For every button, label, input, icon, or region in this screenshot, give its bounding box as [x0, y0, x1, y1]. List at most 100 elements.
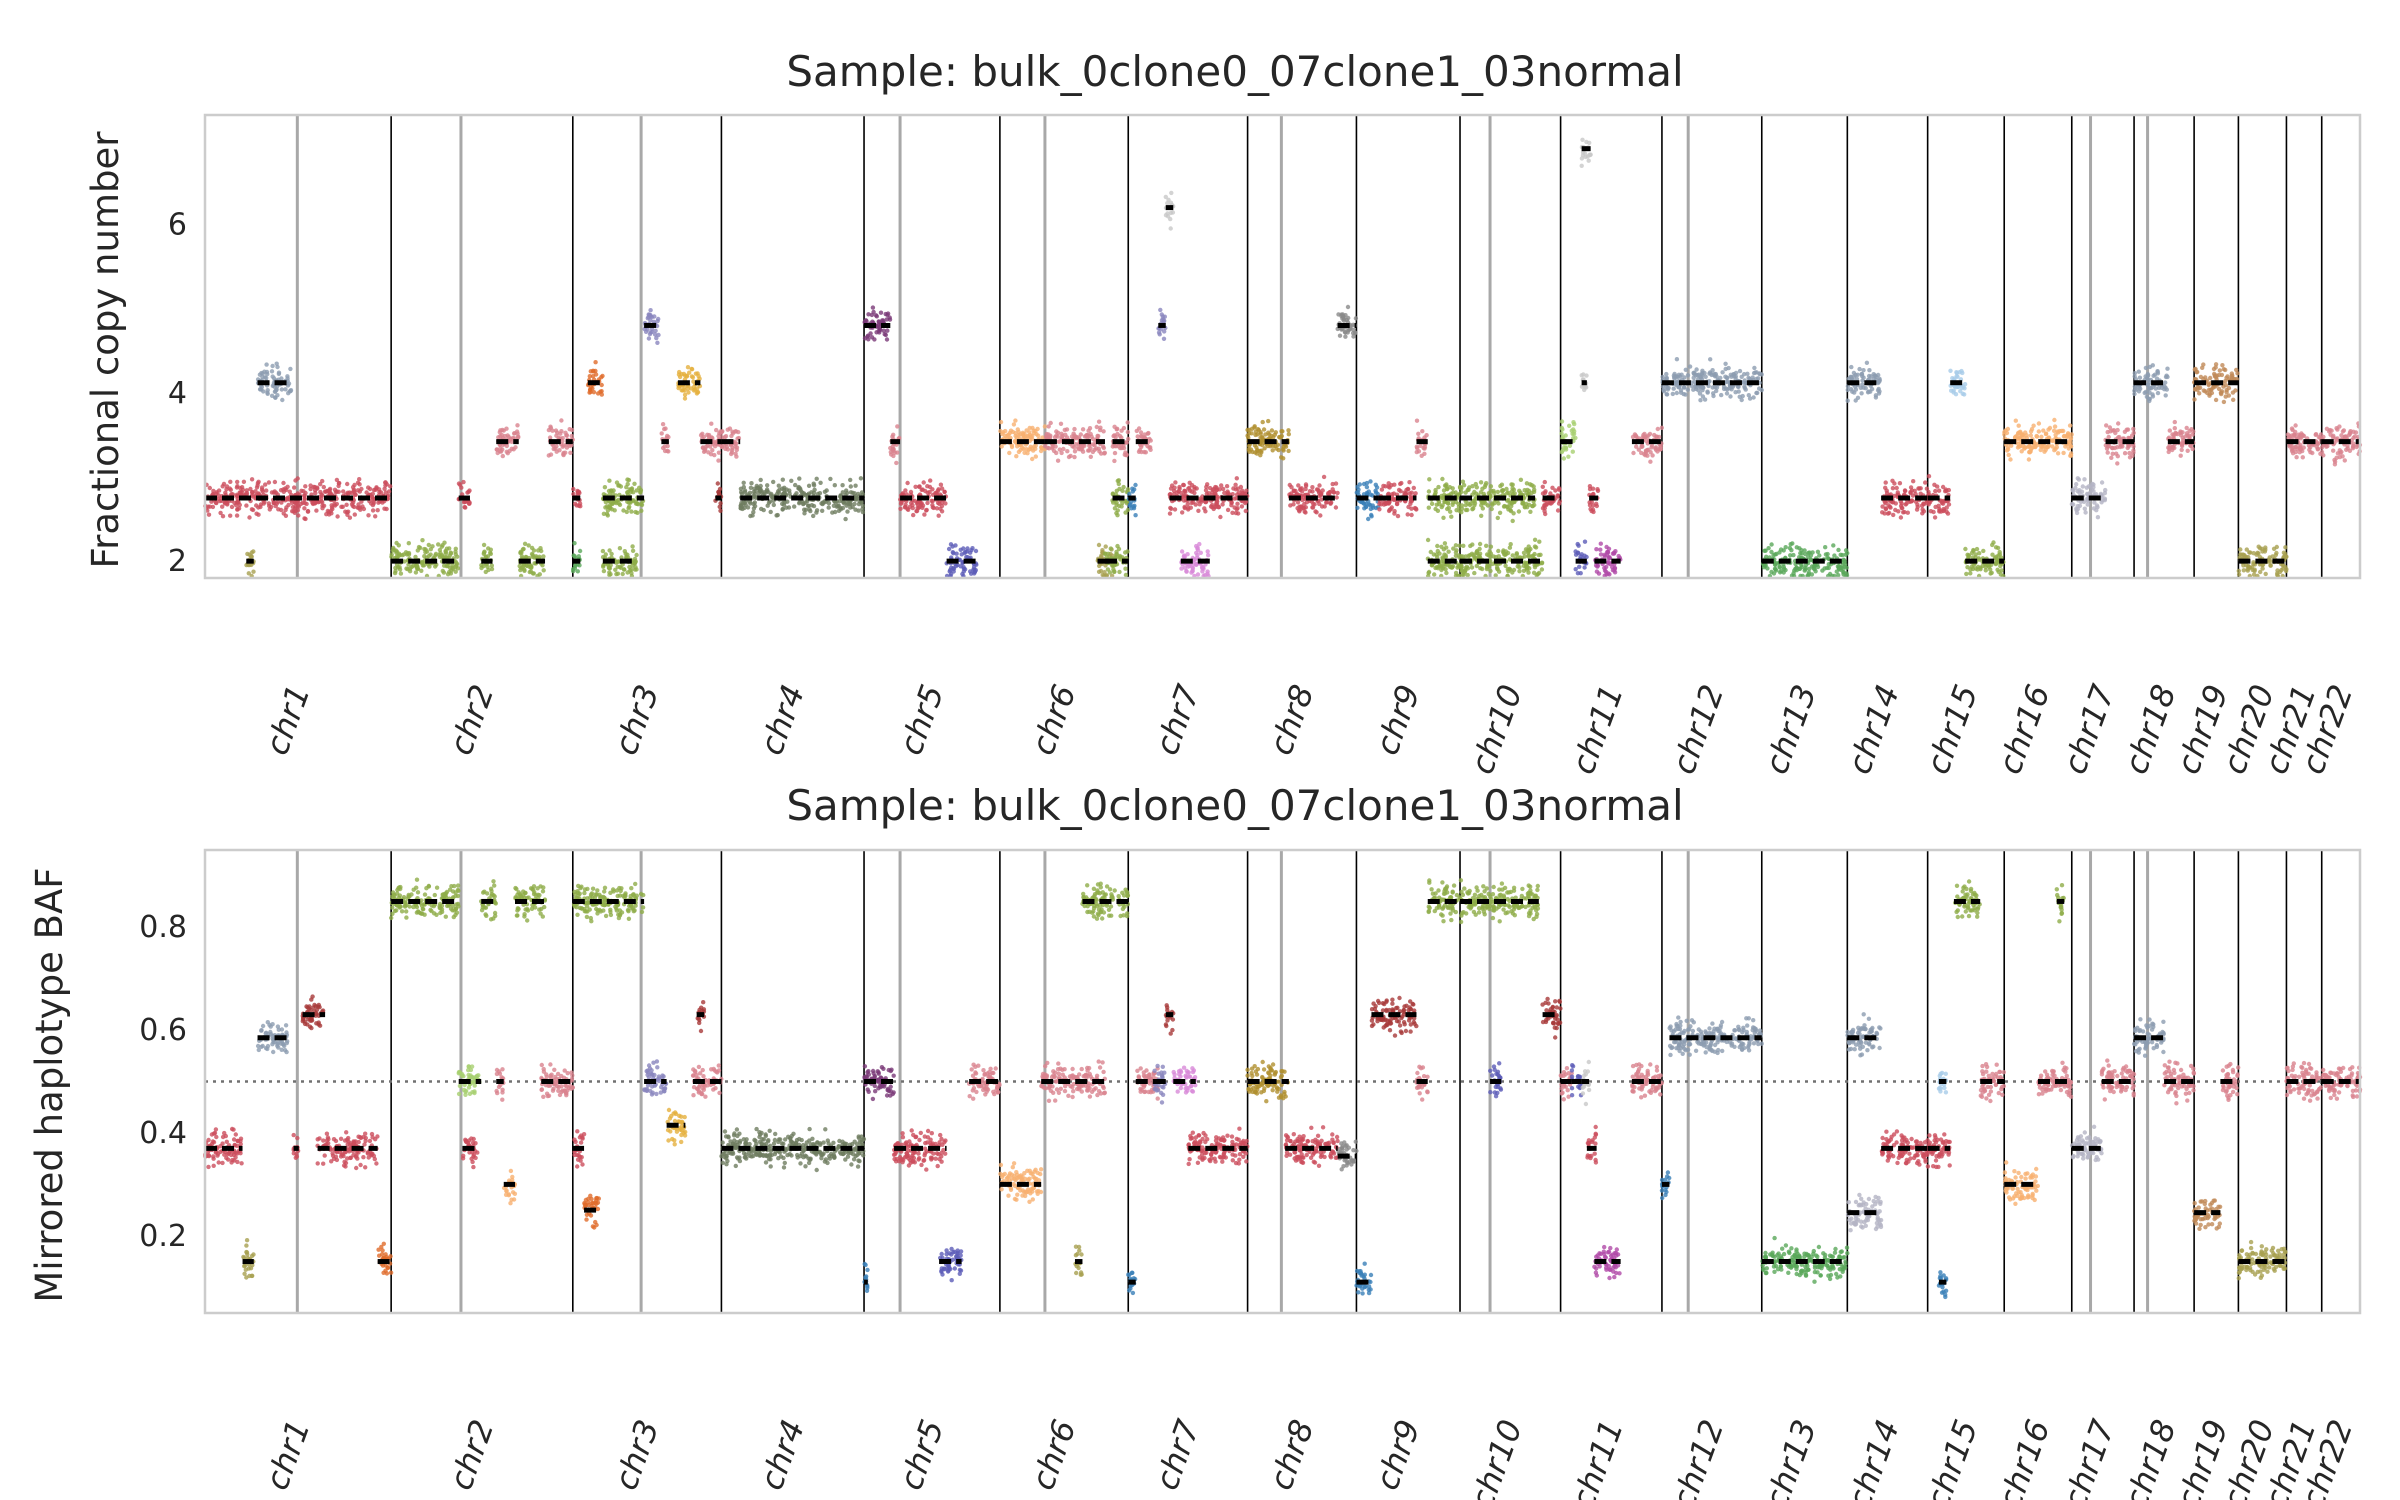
data-point — [936, 513, 941, 518]
data-point — [1736, 384, 1741, 389]
data-point — [1329, 500, 1334, 505]
data-point — [1007, 450, 1012, 456]
data-point — [341, 489, 346, 494]
data-point — [1165, 211, 1170, 216]
data-point — [1691, 387, 1696, 392]
data-point — [1969, 550, 1975, 556]
data-point — [1062, 427, 1068, 433]
data-point — [355, 488, 361, 493]
data-point — [1165, 201, 1170, 206]
data-point — [2015, 431, 2021, 437]
data-point — [1035, 426, 1040, 432]
data-point — [1315, 487, 1321, 492]
data-point — [1499, 482, 1505, 487]
data-point — [655, 340, 660, 345]
data-point — [276, 370, 282, 375]
data-point — [2137, 384, 2142, 390]
data-point — [1268, 444, 1273, 449]
data-point — [2099, 500, 2104, 505]
data-point — [1451, 500, 1456, 505]
data-point — [519, 554, 525, 559]
data-point — [296, 513, 301, 518]
data-point — [2094, 508, 2099, 513]
data-point — [344, 502, 349, 507]
data-point — [1378, 502, 1384, 507]
data-point — [1120, 488, 1125, 493]
data-point — [413, 554, 418, 560]
data-point — [1606, 556, 1612, 561]
data-point — [457, 482, 463, 487]
data-point — [1757, 371, 1762, 377]
data-point — [2053, 446, 2058, 452]
data-point — [912, 498, 917, 503]
data-point — [806, 483, 812, 488]
data-point — [878, 310, 884, 315]
data-point — [571, 553, 576, 558]
data-point — [1446, 505, 1452, 510]
data-point — [334, 477, 340, 483]
data-point — [437, 547, 443, 553]
data-point — [1399, 480, 1404, 486]
data-point — [1470, 542, 1475, 547]
data-point — [1422, 451, 1427, 456]
data-point — [2083, 510, 2088, 515]
data-point — [220, 504, 225, 509]
data-point — [593, 360, 598, 365]
data-point — [832, 483, 837, 488]
data-point — [1208, 504, 1214, 509]
chromosome-boundaries — [295, 115, 2323, 578]
data-point — [2206, 387, 2212, 392]
data-point — [1203, 509, 1208, 514]
data-point — [1737, 368, 1743, 374]
data-point — [1293, 488, 1298, 494]
data-point — [558, 431, 563, 436]
data-point — [1710, 385, 1715, 390]
data-point — [1298, 487, 1303, 493]
data-point — [1478, 490, 1484, 495]
data-point — [1844, 565, 1849, 570]
data-point — [928, 478, 933, 483]
data-point — [1733, 374, 1739, 379]
data-point — [1267, 432, 1272, 437]
data-point — [1849, 364, 1854, 370]
data-point — [2136, 369, 2141, 374]
data-point — [2104, 446, 2110, 451]
data-point — [1364, 490, 1370, 496]
data-point — [629, 570, 634, 576]
data-point — [1477, 541, 1483, 547]
data-point — [2110, 451, 2115, 456]
data-point — [1678, 390, 1684, 395]
data-point — [262, 375, 268, 380]
data-point — [515, 431, 520, 436]
data-point — [1787, 545, 1793, 551]
data-point — [2172, 419, 2177, 425]
data-point — [1542, 490, 1548, 496]
data-point — [1755, 390, 1760, 396]
data-point — [1975, 564, 1981, 570]
data-point — [2042, 449, 2047, 454]
data-point — [1752, 365, 1757, 371]
data-point — [1440, 476, 1445, 482]
data-point — [447, 546, 452, 551]
data-point — [527, 569, 532, 575]
data-point — [1163, 194, 1169, 200]
data-point — [302, 497, 307, 502]
data-point — [2075, 503, 2080, 509]
data-point — [2220, 363, 2225, 368]
data-point — [1707, 379, 1712, 384]
data-point — [375, 508, 380, 513]
data-point — [1836, 566, 1842, 572]
data-point — [826, 505, 831, 510]
data-point — [1926, 474, 1932, 479]
data-point — [1871, 372, 1876, 377]
data-point — [350, 485, 356, 490]
data-point — [1646, 433, 1651, 438]
data-point — [1970, 566, 1976, 572]
data-point — [2226, 385, 2232, 391]
data-point — [1502, 552, 1507, 557]
data-point — [1825, 555, 1830, 560]
data-point — [2165, 366, 2170, 371]
data-point — [1742, 372, 1747, 377]
data-point — [1921, 509, 1927, 514]
data-point — [1301, 505, 1307, 511]
